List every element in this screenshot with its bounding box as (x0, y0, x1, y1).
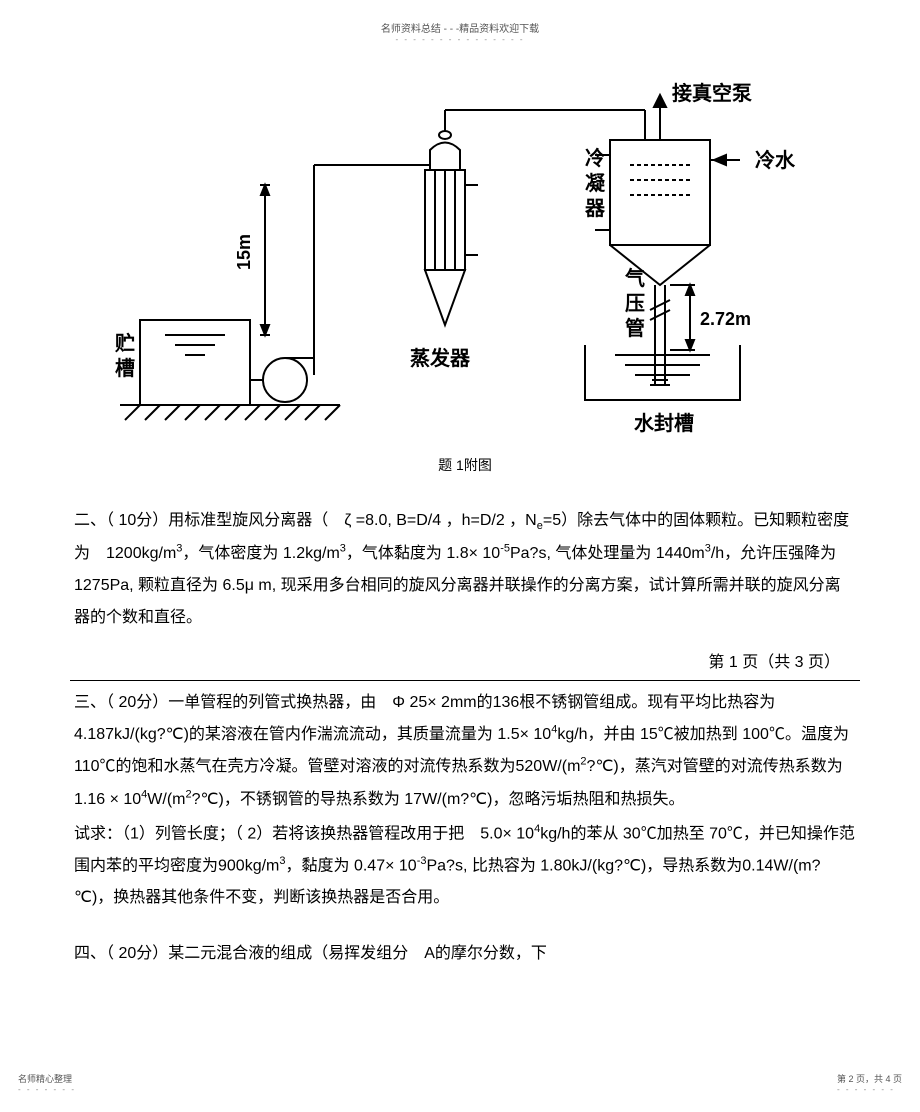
vertical-pipe-icon (260, 165, 430, 358)
seal-tank-icon (585, 345, 740, 400)
height-272m-label: 2.72m (700, 309, 751, 329)
height-15m-label: 15m (234, 234, 254, 270)
condenser-icon (595, 95, 740, 285)
pipe-top-icon (445, 110, 645, 140)
header-line1: 名师资料总结 - - -精品资料欢迎下载 (381, 20, 539, 35)
inner-page-marker: 第 1 页（共 3 页） (70, 648, 860, 672)
ground-hatching-icon (120, 405, 340, 420)
storage-tank-icon (140, 320, 250, 405)
seal-tank-label: 水封槽 (634, 411, 694, 435)
footer-left: 名师精心整理 - - - - - - - (18, 1072, 76, 1094)
question-3: 三、（ 20分）一单管程的列管式换热器，由 Φ 25× 2mm的136根不锈钢管… (70, 687, 860, 915)
vacuum-pump-label: 接真空泵 (672, 81, 752, 105)
q4-text: （ 20分）某二元混合液的组成（易挥发组分 A的摩尔分数，下 (106, 945, 547, 962)
barometric-leg-icon (650, 285, 670, 385)
main-content: 贮 槽 (70, 75, 860, 970)
header-dots: - - - - - - - - - - - - - - - (381, 35, 539, 44)
q3-text: （ 20分）一单管程的列管式换热器，由 Φ 25× 2mm的136根不锈钢管组成… (74, 694, 859, 808)
evaporator-label: 蒸发器 (410, 346, 471, 370)
diagram-svg: 贮 槽 (90, 75, 810, 445)
condenser-label-3: 器 (584, 197, 606, 220)
footer-right: 第 2 页，共 4 页 - - - - - - - (837, 1072, 902, 1094)
dimension-272-icon (670, 285, 695, 350)
q2-label: 二、 (74, 512, 106, 529)
pump-icon (250, 358, 314, 402)
cold-water-label: 冷水 (755, 148, 796, 172)
diagram-caption: 题 1附图 (70, 455, 860, 475)
storage-tank-label: 贮 (114, 331, 135, 355)
question-2: 二、（ 10分）用标准型旋风分离器（ ζ =8.0, B=D/4 ，h=D/2 … (70, 505, 860, 634)
question-4: 四、（ 20分）某二元混合液的组成（易挥发组分 A的摩尔分数，下 (70, 938, 860, 970)
q3-subtext: 试求：（1）列管长度；（ 2）若将该换热器管程改用于把 5.0× 104kg/h… (74, 818, 856, 915)
q3-label: 三、 (74, 694, 106, 711)
divider-line (70, 680, 860, 681)
condenser-label-1: 冷 (585, 146, 605, 170)
q4-label: 四、 (74, 945, 106, 962)
storage-tank-label2: 槽 (115, 356, 135, 380)
process-diagram: 贮 槽 (90, 75, 810, 445)
barometric-leg-label-3: 管 (625, 316, 645, 340)
q2-text: （ 10分）用标准型旋风分离器（ ζ =8.0, B=D/4 ，h=D/2 ，N… (74, 512, 849, 626)
barometric-leg-label-2: 压 (625, 293, 645, 315)
page-header: 名师资料总结 - - -精品资料欢迎下载 - - - - - - - - - -… (381, 20, 539, 44)
evaporator-icon (425, 131, 478, 325)
barometric-leg-label-1: 气 (624, 266, 645, 290)
condenser-label-2: 凝 (585, 172, 606, 195)
